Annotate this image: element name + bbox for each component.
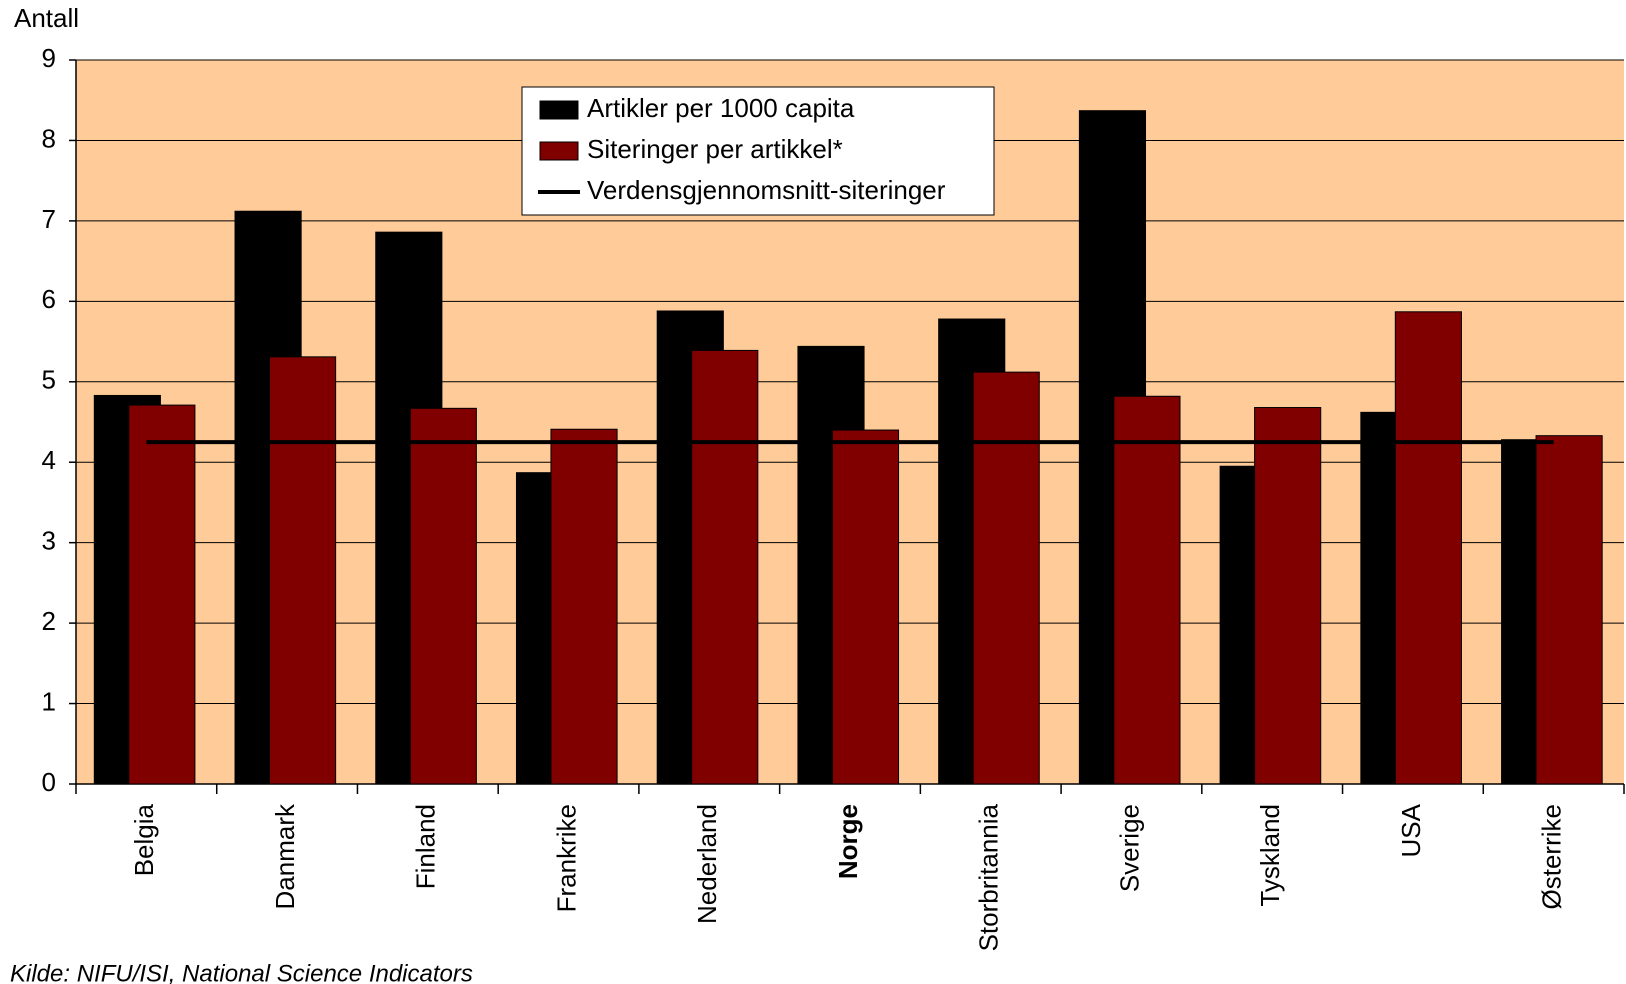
x-tick-label: Norge: [833, 804, 863, 879]
x-tick-label: Storbritannia: [974, 803, 1004, 951]
bar: [1535, 435, 1603, 785]
source-note: Kilde: NIFU/ISI, National Science Indica…: [10, 960, 473, 984]
y-tick-label: 2: [42, 606, 56, 636]
bar: [269, 356, 337, 785]
bar: [128, 404, 196, 785]
y-tick-label: 3: [42, 526, 56, 556]
bar: [1394, 311, 1462, 785]
y-tick-label: 7: [42, 204, 56, 234]
bar: [1113, 395, 1181, 785]
legend-label: Verdensgjennomsnitt-siteringer: [587, 175, 946, 205]
x-tick-label: Tyskland: [1255, 804, 1285, 907]
y-tick-label: 1: [42, 686, 56, 716]
y-tick-label: 5: [42, 365, 56, 395]
x-tick-label: Østerrike: [1537, 804, 1567, 909]
legend-box: [521, 86, 995, 216]
legend-label: Siteringer per artikkel*: [587, 134, 843, 164]
y-tick-label: 4: [42, 445, 56, 475]
bar: [831, 429, 900, 785]
y-tick-label: 0: [42, 767, 56, 797]
legend-swatch: [539, 100, 579, 120]
x-tick-label: Frankrike: [551, 804, 581, 912]
y-tick-label: 9: [42, 43, 56, 73]
y-tick-label: 6: [42, 284, 56, 314]
x-tick-label: Nederland: [692, 804, 722, 924]
x-tick-label: Belgia: [129, 803, 159, 876]
bar: [1254, 407, 1322, 785]
bar: [550, 428, 618, 785]
y-tick-label: 8: [42, 123, 56, 153]
y-axis-label: Antall: [14, 3, 79, 33]
x-tick-label: Sverige: [1114, 804, 1144, 892]
bar: [409, 407, 477, 785]
x-tick-label: Danmark: [270, 803, 300, 909]
x-tick-label: USA: [1396, 803, 1426, 857]
bar: [691, 349, 759, 785]
x-tick-label: Finland: [411, 804, 441, 889]
bar: [972, 371, 1040, 785]
legend-label: Artikler per 1000 capita: [587, 93, 855, 123]
legend-swatch: [539, 141, 579, 161]
